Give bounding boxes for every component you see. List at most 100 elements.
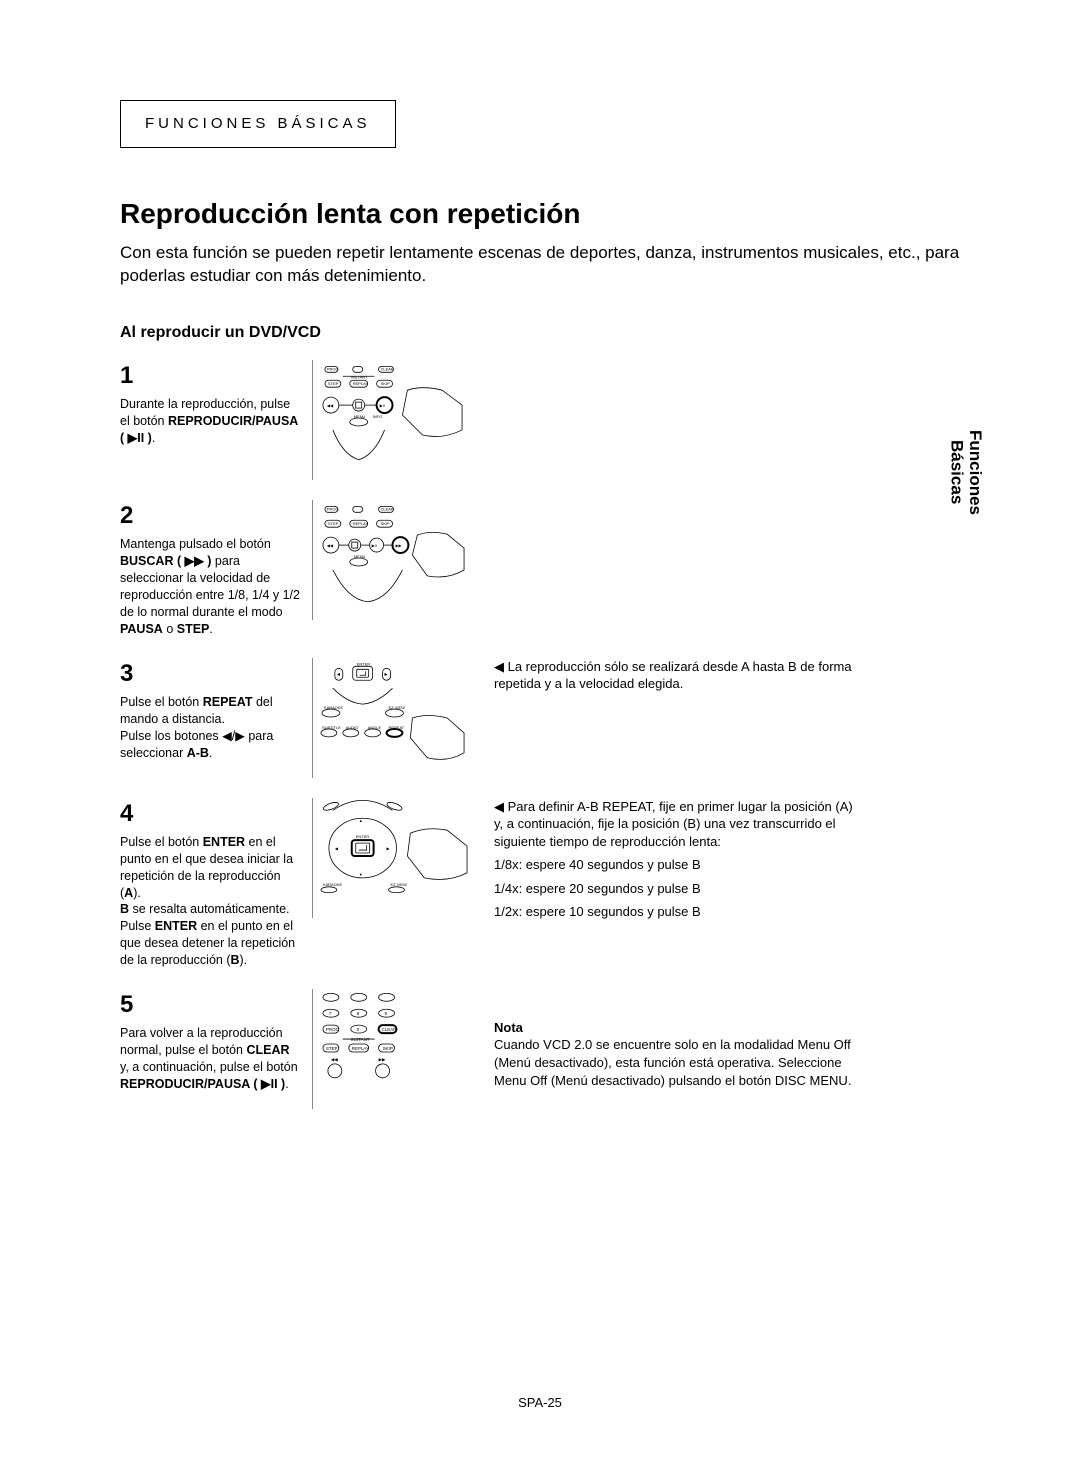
s4t3: ). — [133, 886, 141, 900]
s5b1: CLEAR — [246, 1043, 289, 1057]
side-tab: Funciones Básicas — [947, 430, 984, 515]
s5b2: REPRODUCIR/PAUSA ( ▶II ) — [120, 1077, 285, 1091]
step-3-row: 3 Pulse el botón REPEAT del mando a dist… — [120, 658, 960, 778]
svg-text:▼: ▼ — [359, 871, 363, 876]
step-2-b1: BUSCAR ( ▶▶ ) — [120, 554, 211, 568]
svg-text:SKIP: SKIP — [381, 521, 390, 526]
svg-text:KARAOKE: KARAOKE — [324, 705, 344, 710]
svg-text:EZ VIEW: EZ VIEW — [389, 705, 406, 710]
step-2-t3: o — [163, 622, 177, 636]
svg-text:STEP: STEP — [326, 1046, 338, 1051]
s4b1: ENTER — [203, 835, 245, 849]
step-1-text: 1 Durante la reproducción, pulse el botó… — [120, 360, 300, 447]
step-2-text: 2 Mantenga pulsado el botón BUSCAR ( ▶▶ … — [120, 500, 300, 638]
s5-note-head: Nota — [494, 1020, 523, 1035]
remote-illustration-3: ◀ ENTER ▶ KARAOKE EZ VIEW SUBTITLE AUDIO… — [312, 658, 472, 778]
svg-text:▲: ▲ — [359, 818, 363, 823]
svg-text:◀: ◀ — [335, 846, 339, 851]
step-3-t1: Pulse el botón — [120, 695, 203, 709]
step-2-b2: PAUSA — [120, 622, 163, 636]
s4t1: Pulse el botón — [120, 835, 203, 849]
step-4-number: 4 — [120, 798, 300, 830]
intro-paragraph: Con esta función se pueden repetir lenta… — [120, 242, 960, 288]
step-3-note-text: ◀ La reproducción sólo se realizará desd… — [494, 659, 852, 692]
svg-text:AUDIO: AUDIO — [346, 724, 359, 729]
step-3-note: ◀ La reproducción sólo se realizará desd… — [484, 658, 864, 693]
svg-text:9: 9 — [385, 1011, 388, 1016]
step-2-number: 2 — [120, 500, 300, 532]
svg-text:PROG: PROG — [327, 366, 339, 371]
svg-text:SKIP: SKIP — [381, 381, 390, 386]
s4-note-l1: 1/8x: espere 40 segundos y pulse B — [494, 856, 864, 874]
side-tab-line1: Funciones — [966, 430, 985, 515]
svg-text:STEP: STEP — [328, 381, 339, 386]
svg-text:ANGLE: ANGLE — [368, 724, 382, 729]
section-header-label: FUNCIONES BÁSICAS — [145, 115, 371, 132]
step-3-number: 3 — [120, 658, 300, 690]
svg-text:REPEAT: REPEAT — [389, 724, 405, 729]
svg-text:PROG: PROG — [327, 506, 339, 511]
step-5-number: 5 — [120, 989, 300, 1021]
subheading: Al reproducir un DVD/VCD — [120, 324, 960, 342]
s4b5: B — [230, 953, 239, 967]
step-3-b2: A-B — [187, 746, 209, 760]
s4-note-l3: 1/2x: espere 10 segundos y pulse B — [494, 903, 864, 921]
remote-illustration-5: 7 8 9 PROG 0 CLEAR INSTANT STEP REPLAY S… — [312, 989, 472, 1109]
s4t6: ). — [240, 953, 248, 967]
svg-text:INSTANT: INSTANT — [351, 374, 368, 379]
svg-text:▶II: ▶II — [372, 543, 377, 548]
svg-text:CLEAR: CLEAR — [382, 1027, 398, 1032]
step-2-row: 2 Mantenga pulsado el botón BUSCAR ( ▶▶ … — [120, 500, 960, 638]
s4b4: ENTER — [155, 919, 197, 933]
svg-text:PROG: PROG — [326, 1027, 340, 1032]
svg-text:▶II: ▶II — [380, 403, 385, 408]
svg-text:▶: ▶ — [385, 671, 389, 676]
svg-text:◀◀: ◀◀ — [331, 1057, 338, 1062]
svg-text:MENU: MENU — [354, 554, 366, 559]
s5t2: y, a continuación, pulse el botón — [120, 1060, 298, 1074]
svg-text:CLEAR: CLEAR — [381, 366, 394, 371]
svg-text:INFO: INFO — [373, 414, 382, 419]
svg-text:KARAOKE: KARAOKE — [323, 881, 343, 886]
page-number: SPA-25 — [518, 1395, 562, 1410]
svg-text:0: 0 — [357, 1027, 360, 1032]
step-2-t4: . — [209, 622, 212, 636]
page-title: Reproducción lenta con repetición — [120, 198, 960, 230]
s4-note-head: ◀ Para definir A-B REPEAT, fije en prime… — [494, 798, 864, 851]
step-1-number: 1 — [120, 360, 300, 392]
step-4-note: ◀ Para definir A-B REPEAT, fije en prime… — [484, 798, 864, 921]
step-2-b3: STEP — [177, 622, 210, 636]
svg-text:CLEAR: CLEAR — [381, 506, 394, 511]
svg-text:◀◀: ◀◀ — [327, 543, 334, 548]
svg-text:▶▶: ▶▶ — [379, 1057, 386, 1062]
step-3-b1: REPEAT — [203, 695, 253, 709]
step-3-text: 3 Pulse el botón REPEAT del mando a dist… — [120, 658, 300, 762]
svg-text:REPLAY: REPLAY — [353, 521, 369, 526]
svg-text:REPLAY: REPLAY — [353, 381, 369, 386]
svg-text:MENU: MENU — [354, 414, 366, 419]
step-2-t1: Mantenga pulsado el botón — [120, 537, 271, 551]
svg-text:REPLAY: REPLAY — [352, 1046, 369, 1051]
svg-text:SUBTITLE: SUBTITLE — [322, 724, 341, 729]
remote-illustration-4: ▲ ◀ ▶ ▼ ENTER KARAOKE EZ VIEW — [312, 798, 472, 918]
step-5-row: 5 Para volver a la reproducción normal, … — [120, 989, 960, 1109]
step-3-t3: . — [209, 746, 212, 760]
step-1-post: . — [152, 431, 155, 445]
svg-text:EZ VIEW: EZ VIEW — [391, 881, 408, 886]
svg-text:INSTANT: INSTANT — [351, 1037, 370, 1042]
svg-text:8: 8 — [357, 1011, 360, 1016]
svg-text:◀: ◀ — [337, 671, 341, 676]
svg-text:▶▶: ▶▶ — [395, 543, 402, 548]
svg-text:SKIP: SKIP — [383, 1046, 393, 1051]
remote-illustration-1: PROG CLEAR INSTANT STEP REPLAY SKIP ◀◀ ▶… — [312, 360, 472, 480]
svg-text:▶: ▶ — [387, 846, 391, 851]
svg-text:ENTER: ENTER — [356, 834, 370, 839]
s4b3: B — [120, 902, 129, 916]
s5-note-body: Cuando VCD 2.0 se encuentre solo en la m… — [494, 1036, 864, 1089]
side-tab-line2: Básicas — [947, 440, 966, 504]
remote-illustration-2: PROG CLEAR STEP REPLAY SKIP ◀◀ ▶II ▶▶ ME… — [312, 500, 472, 620]
step-4-text: 4 Pulse el botón ENTER en el punto en el… — [120, 798, 300, 969]
step-4-row: 4 Pulse el botón ENTER en el punto en el… — [120, 798, 960, 969]
svg-text:STEP: STEP — [328, 521, 339, 526]
step-5-text: 5 Para volver a la reproducción normal, … — [120, 989, 300, 1093]
